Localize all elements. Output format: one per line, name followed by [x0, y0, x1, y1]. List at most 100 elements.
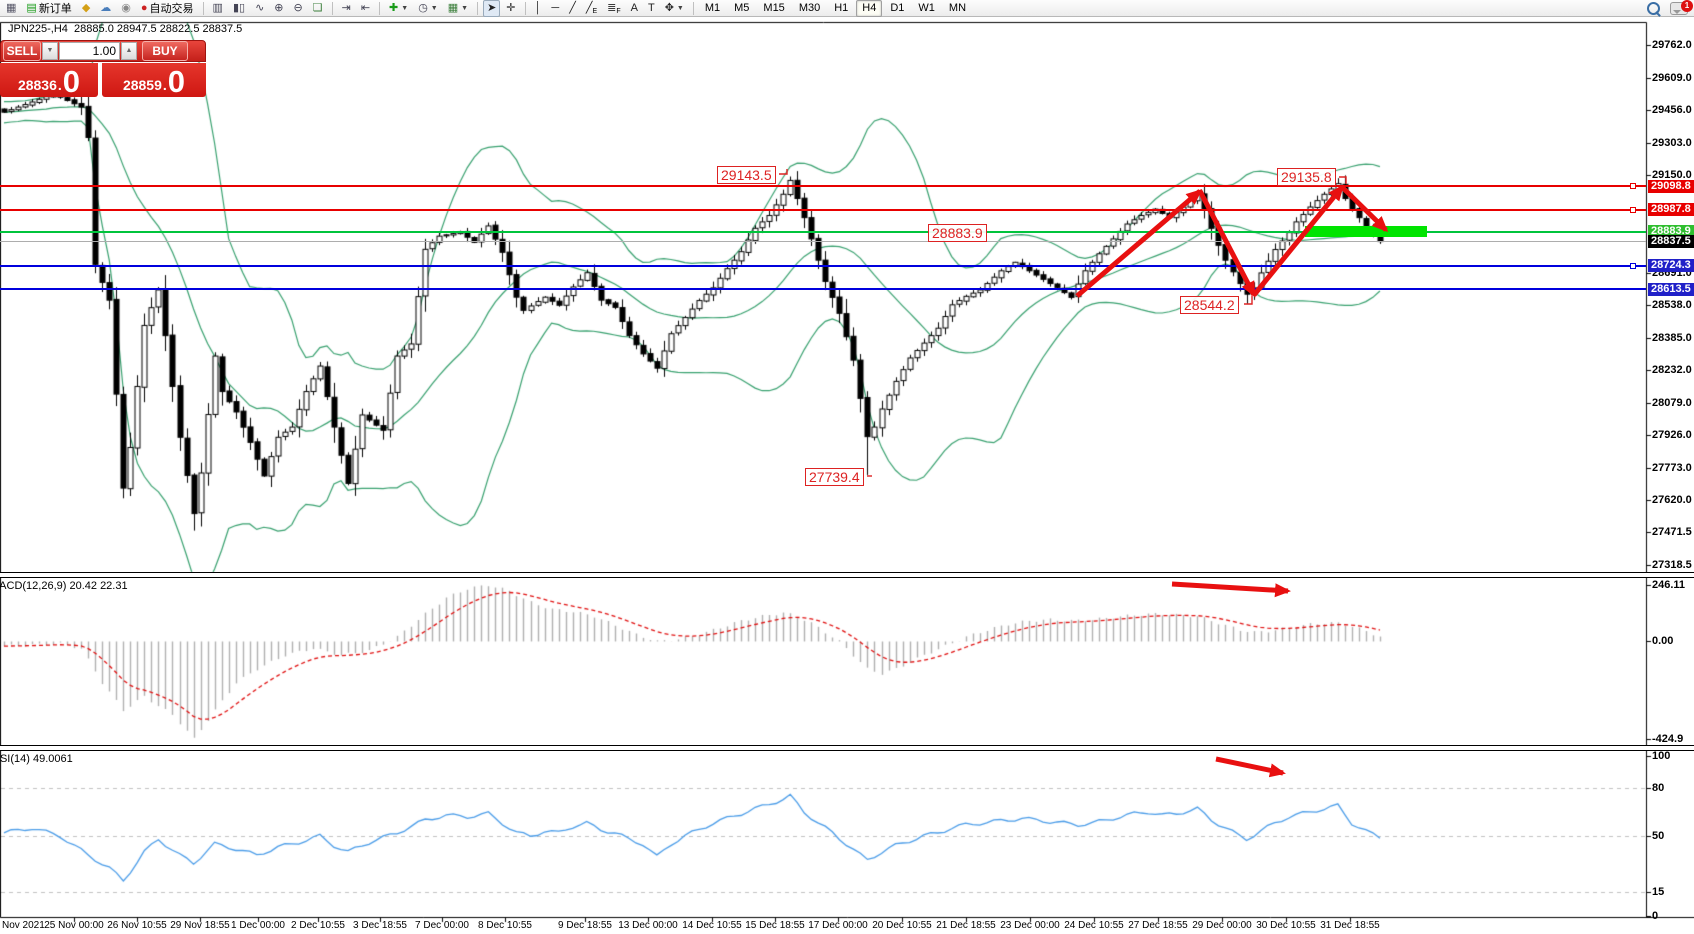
tile-windows-button[interactable]: ❏ [309, 0, 327, 17]
text-label-tool-button[interactable]: T [644, 0, 659, 17]
line-chart-button[interactable]: ∿ [251, 0, 268, 17]
horizontal-level-line-28883.9[interactable] [0, 230, 1646, 233]
timeframe-m30-button[interactable]: M30 [798, 1, 821, 14]
sell-button[interactable]: SELL [3, 41, 41, 61]
algo-trading-button-icon: ● [140, 1, 148, 14]
buy-price-button[interactable]: 28859 . 0 [102, 63, 206, 97]
main-chart-pane[interactable] [0, 22, 1646, 572]
new-order-button[interactable]: ▤ 新订单 [22, 0, 75, 17]
time-axis-label: Nov 2021 [2, 920, 45, 931]
price-axis-label: 27926.0 [1652, 429, 1692, 441]
price-axis-label: 27773.0 [1652, 462, 1692, 474]
bar-chart-button[interactable]: ▥ [209, 0, 227, 17]
line-handle[interactable] [1630, 207, 1636, 213]
indicators-button[interactable]: ✚ ▼ [385, 0, 412, 17]
timeframe-m15-button[interactable]: M15 [763, 1, 785, 14]
rsi-label: RSI(14) 49.0061 [0, 753, 73, 765]
annotation-29143.5[interactable]: 29143.5 [717, 166, 776, 184]
zoom-out-button[interactable]: ⊖ [290, 0, 307, 17]
tile-windows-button-icon: ❏ [312, 1, 323, 14]
time-axis-label: 25 Nov 00:00 [44, 920, 104, 931]
time-axis-label: 3 Dec 18:55 [353, 920, 407, 931]
signals-button[interactable]: ◉ [117, 0, 135, 17]
algo-trading-button[interactable]: ● 自动交易 [137, 0, 198, 17]
text-label-tool-button-icon: T [647, 1, 655, 14]
cursor-tool-button[interactable]: ➤ [483, 0, 501, 17]
buy-price-main: 28859 [122, 77, 162, 93]
vertical-line-tool-button-icon: │ [534, 1, 542, 14]
horizontal-level-line-28987.8[interactable] [0, 208, 1646, 211]
line-handle[interactable] [1630, 263, 1636, 269]
text-tool-button[interactable]: A [627, 0, 642, 17]
toolbar-separator [331, 1, 333, 15]
macd-pane[interactable] [0, 578, 1646, 744]
price-axis-label: 29303.0 [1652, 137, 1692, 149]
notifications-icon[interactable]: 1 [1670, 0, 1693, 15]
timeframe-d1-button[interactable]: D1 [890, 1, 905, 14]
time-axis-label: 27 Dec 18:55 [1128, 920, 1188, 931]
ohlc-values: 28885.0 28947.5 28822.5 28837.5 [74, 23, 243, 35]
annotation-28883.9[interactable]: 28883.9 [928, 224, 987, 242]
price-axis-label: 29150.0 [1652, 169, 1692, 181]
arrows-tool-button[interactable]: ✥ ▼ [661, 0, 688, 17]
annotation-28544.2[interactable]: 28544.2 [1180, 296, 1239, 314]
history-center-button[interactable]: ◆ [78, 0, 94, 17]
buy-price-dot: . [162, 77, 167, 93]
price-level-badge: 28883.9 [1648, 225, 1694, 238]
chart-shift-button[interactable]: ⇤ [357, 0, 374, 17]
volume-decrease-button[interactable]: ▼ [42, 42, 58, 60]
time-axis-label: 7 Dec 00:00 [415, 920, 469, 931]
chart-shift-button-icon: ⇤ [360, 1, 371, 14]
horizontal-line-tool-button[interactable]: ─ [547, 0, 563, 17]
sell-price-frac: 0 [62, 64, 81, 99]
volume-input[interactable]: 1.00 [59, 42, 120, 60]
rsi-pane[interactable] [0, 750, 1646, 916]
crosshair-tool-button[interactable]: ✛ [502, 0, 519, 17]
annotation-29135.8[interactable]: 29135.8 [1277, 168, 1336, 186]
timeframe-m5-button[interactable]: M5 [734, 1, 750, 14]
toolbar-separator [379, 1, 381, 15]
horizontal-level-line-28724.3[interactable] [0, 264, 1646, 267]
crosshair-tool-button-icon: ✛ [506, 1, 516, 14]
channel-tool-button[interactable]: ╱ E [582, 0, 601, 17]
timeframe-h4-button[interactable]: H4 [856, 0, 883, 17]
time-axis-label: 29 Dec 00:00 [1192, 920, 1252, 931]
toolbar-right: 1 [1647, 0, 1693, 16]
trendline-tool-button[interactable]: ╱ [565, 0, 580, 17]
rsi-axis-label: 15 [1652, 886, 1665, 898]
open-chart-button[interactable]: ▦ [2, 0, 20, 17]
sell-price-button[interactable]: 28836 . 0 [0, 63, 98, 97]
community-button[interactable]: ☁ [96, 0, 115, 17]
pane-divider-macd[interactable] [0, 572, 1694, 578]
search-icon[interactable] [1647, 2, 1660, 15]
highlight-rectangle[interactable] [1305, 226, 1427, 237]
templates-button[interactable]: ▦ ▼ [444, 0, 472, 17]
buy-button[interactable]: BUY [142, 41, 188, 61]
timeframe-h1-button[interactable]: H1 [834, 1, 849, 14]
time-axis-label: 26 Nov 10:55 [107, 920, 167, 931]
price-level-badge: 28987.8 [1648, 203, 1694, 216]
zoom-in-button[interactable]: ⊕ [270, 0, 287, 17]
timeframe-m1-button[interactable]: M1 [704, 1, 721, 14]
vertical-line-tool-button[interactable]: │ [531, 0, 546, 17]
candlestick-chart-button-icon: ▮▯ [232, 1, 246, 14]
zoom-out-button-icon: ⊖ [293, 1, 303, 14]
annotation-27739.4[interactable]: 27739.4 [805, 468, 864, 486]
time-axis-label: 9 Dec 18:55 [558, 920, 612, 931]
price-axis-label: 29456.0 [1652, 104, 1692, 116]
fibonacci-tool-button[interactable]: ≣ F [603, 0, 625, 17]
line-handle[interactable] [1630, 183, 1636, 189]
time-axis-label: 1 Dec 00:00 [231, 920, 285, 931]
candlestick-chart-button[interactable]: ▮▯ [229, 0, 249, 17]
horizontal-line-tool-button-icon: ─ [551, 1, 560, 14]
trade-panel-controls: SELL ▼ 1.00 ▲ BUY [0, 40, 206, 62]
periods-button[interactable]: ◷ ▼ [414, 0, 442, 17]
line-chart-button-icon: ∿ [255, 1, 265, 14]
timeframe-mn-button[interactable]: MN [948, 1, 967, 14]
horizontal-level-line-28613.5[interactable] [0, 288, 1646, 291]
auto-scroll-button[interactable]: ⇥ [338, 0, 355, 17]
horizontal-level-line-29098.8[interactable] [0, 185, 1646, 187]
timeframe-w1-button[interactable]: W1 [918, 1, 935, 14]
volume-increase-button[interactable]: ▲ [121, 42, 137, 60]
pane-divider-rsi[interactable] [0, 745, 1694, 751]
